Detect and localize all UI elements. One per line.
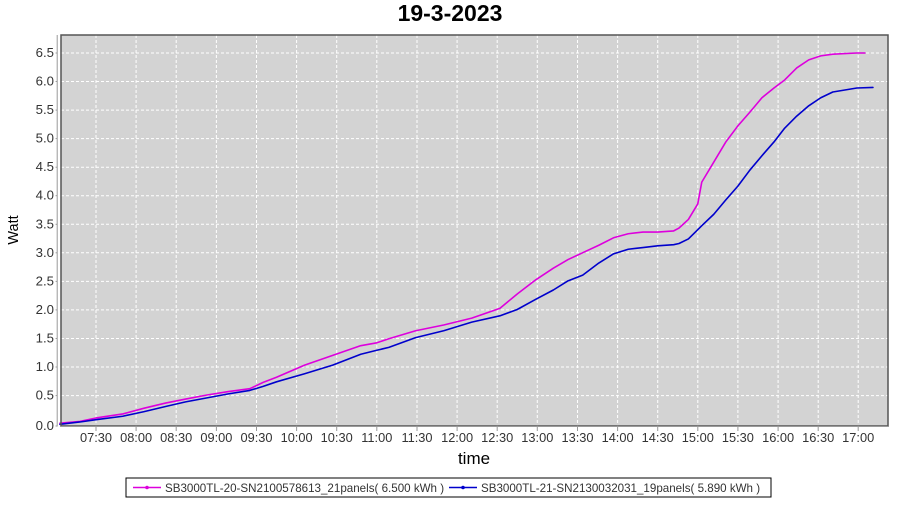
svg-text:08:00: 08:00 <box>120 430 152 445</box>
svg-text:09:00: 09:00 <box>200 430 232 445</box>
svg-text:2.0: 2.0 <box>36 302 54 317</box>
svg-text:5.0: 5.0 <box>36 131 54 146</box>
svg-text:07:30: 07:30 <box>80 430 112 445</box>
svg-text:SB3000TL-20-SN2100578613_21pan: SB3000TL-20-SN2100578613_21panels( 6.500… <box>165 482 444 495</box>
svg-text:6.0: 6.0 <box>36 74 54 89</box>
svg-text:6.5: 6.5 <box>36 45 54 60</box>
svg-text:1.0: 1.0 <box>36 359 54 374</box>
svg-text:3.5: 3.5 <box>36 216 54 231</box>
svg-text:2.5: 2.5 <box>36 273 54 288</box>
svg-text:10:00: 10:00 <box>281 430 313 445</box>
svg-text:0.5: 0.5 <box>36 388 54 403</box>
svg-text:13:00: 13:00 <box>521 430 553 445</box>
svg-text:0.0: 0.0 <box>36 418 54 433</box>
svg-text:11:00: 11:00 <box>361 430 392 445</box>
svg-text:5.5: 5.5 <box>36 102 54 117</box>
svg-text:08:30: 08:30 <box>160 430 192 445</box>
svg-text:15:30: 15:30 <box>722 430 754 445</box>
svg-text:4.0: 4.0 <box>36 188 54 203</box>
svg-text:4.5: 4.5 <box>36 159 54 174</box>
svg-text:SB3000TL-21-SN2130032031_19pan: SB3000TL-21-SN2130032031_19panels( 5.890… <box>481 482 760 495</box>
svg-text:17:00: 17:00 <box>842 430 874 445</box>
svg-text:11:30: 11:30 <box>401 430 432 445</box>
svg-text:16:30: 16:30 <box>802 430 834 445</box>
svg-text:10:30: 10:30 <box>321 430 353 445</box>
svg-text:15:00: 15:00 <box>682 430 714 445</box>
svg-text:13:30: 13:30 <box>561 430 593 445</box>
svg-text:09:30: 09:30 <box>240 430 272 445</box>
svg-text:12:30: 12:30 <box>481 430 513 445</box>
svg-text:time: time <box>458 449 490 468</box>
svg-text:3.0: 3.0 <box>36 245 54 260</box>
svg-text:Watt: Watt <box>6 215 22 244</box>
svg-text:12:00: 12:00 <box>441 430 473 445</box>
svg-text:1.5: 1.5 <box>36 331 54 346</box>
svg-text:14:30: 14:30 <box>642 430 674 445</box>
svg-text:14:00: 14:00 <box>602 430 634 445</box>
svg-text:16:00: 16:00 <box>762 430 794 445</box>
